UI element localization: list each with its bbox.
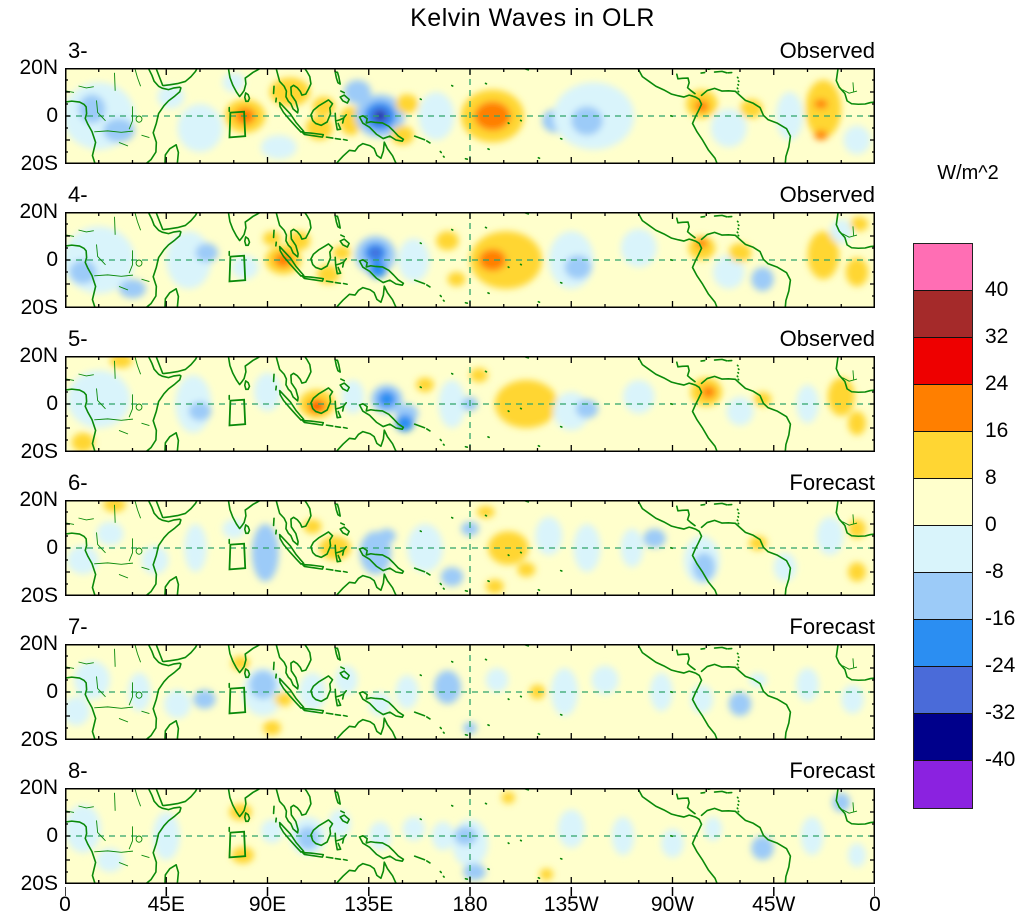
panel-source-label: Forecast: [789, 470, 875, 495]
panel-source-label: Observed: [779, 38, 875, 63]
x-axis-tick-label: 45W: [752, 893, 796, 916]
panel-source-label: Observed: [779, 182, 875, 207]
colorbar-units-label: W/m^2: [937, 162, 999, 184]
colorbar-tick-label: 8: [985, 466, 997, 489]
colorbar-segment: [914, 291, 972, 338]
map-canvas: [65, 788, 875, 884]
y-axis-tick-label: 0: [46, 248, 58, 271]
colorbar-segment: [914, 761, 972, 808]
y-axis-tick-label: 20S: [20, 728, 58, 751]
colorbar-tick-label: -40: [985, 748, 1016, 771]
y-axis-tick-label: 20N: [19, 488, 58, 511]
map-panel: [65, 500, 875, 596]
colorbar-tick-label: -8: [985, 560, 1004, 583]
x-axis-tick-label: 135E: [344, 893, 394, 916]
y-axis-tick-label: 0: [46, 104, 58, 127]
map-panel: [65, 212, 875, 308]
y-axis-tick-label: 20S: [20, 584, 58, 607]
figure-title: Kelvin Waves in OLR: [410, 4, 655, 32]
colorbar-tick-label: 40: [985, 278, 1009, 301]
colorbar-segment: [914, 385, 972, 432]
map-panel: [65, 68, 875, 164]
y-axis-tick-label: 20N: [19, 776, 58, 799]
y-axis-tick-label: 20N: [19, 200, 58, 223]
colorbar-segment: [914, 338, 972, 385]
map-panel: [65, 356, 875, 452]
map-canvas: [65, 644, 875, 740]
map-canvas: [65, 500, 875, 596]
panel-source-label: Observed: [779, 326, 875, 351]
x-axis-tick-label: 135W: [543, 893, 599, 916]
y-axis-tick-label: 20S: [20, 296, 58, 319]
colorbar-tick-label: 16: [985, 419, 1009, 442]
map-canvas: [65, 212, 875, 308]
map-canvas: [65, 356, 875, 452]
colorbar-segment: [914, 479, 972, 526]
x-axis-tick-label: 180: [452, 893, 488, 916]
colorbar-tick-label: 0: [985, 513, 997, 536]
y-axis-tick-label: 20S: [20, 872, 58, 895]
map-canvas: [65, 68, 875, 164]
colorbar: [913, 243, 973, 809]
colorbar-tick-label: -16: [985, 607, 1016, 630]
panel-source-label: Forecast: [789, 614, 875, 639]
colorbar-segment: [914, 526, 972, 573]
x-axis-tick-label: 90E: [248, 893, 287, 916]
y-axis-tick-label: 0: [46, 536, 58, 559]
y-axis-tick-label: 20N: [19, 344, 58, 367]
y-axis-tick-label: 20S: [20, 440, 58, 463]
colorbar-segment: [914, 714, 972, 761]
colorbar-tick-label: 24: [985, 372, 1009, 395]
colorbar-tick-label: 32: [985, 325, 1009, 348]
y-axis-tick-label: 20N: [19, 56, 58, 79]
y-axis-tick-label: 0: [46, 824, 58, 847]
colorbar-segment: [914, 573, 972, 620]
y-axis-tick-label: 0: [46, 680, 58, 703]
y-axis-tick-label: 0: [46, 392, 58, 415]
colorbar-segment: [914, 244, 972, 291]
y-axis-tick-label: 20S: [20, 152, 58, 175]
map-panel: [65, 644, 875, 740]
colorbar-tick-label: -32: [985, 701, 1016, 724]
colorbar-tick-label: -24: [985, 654, 1016, 677]
x-axis-tick-label: 0: [59, 893, 71, 916]
panel-source-label: Forecast: [789, 758, 875, 783]
colorbar-segment: [914, 667, 972, 714]
colorbar-segment: [914, 620, 972, 667]
map-panel: [65, 788, 875, 884]
y-axis-tick-label: 20N: [19, 632, 58, 655]
colorbar-segment: [914, 432, 972, 479]
x-axis-tick-label: 90W: [650, 893, 695, 916]
x-axis-tick-label: 45E: [147, 893, 185, 916]
x-axis-tick-label: 0: [869, 893, 881, 916]
